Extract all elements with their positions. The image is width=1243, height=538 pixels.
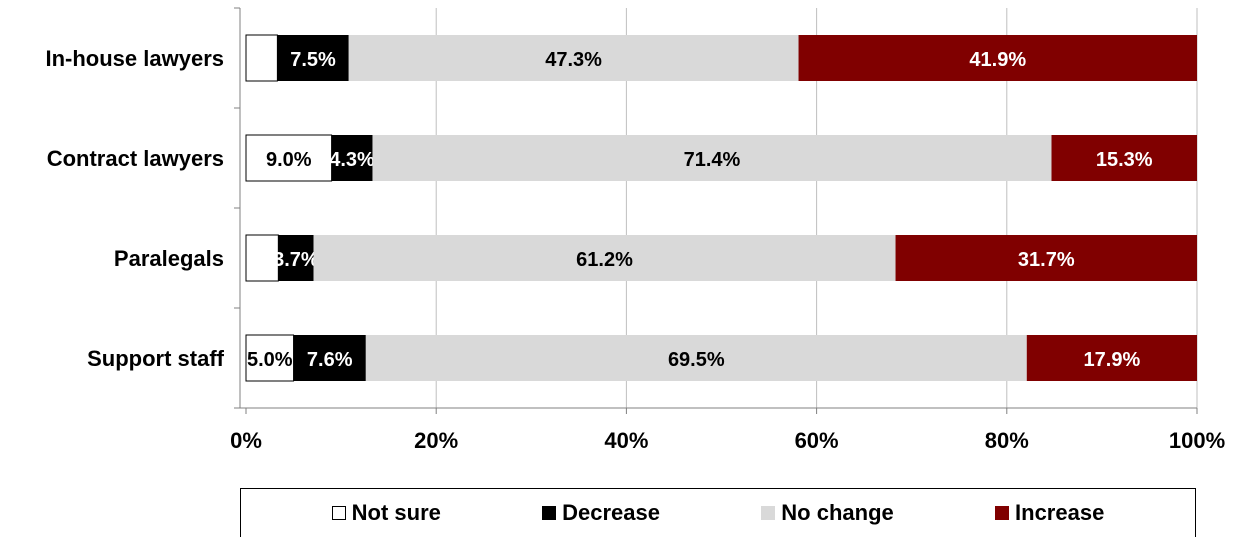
legend-swatch-not-sure <box>331 506 346 520</box>
legend-item-not-sure: Not sure <box>331 500 441 526</box>
bar-no-change-contract-lawyers <box>372 135 1052 181</box>
bar-increase-contract-lawyers <box>1051 135 1197 181</box>
data-label-increase-contract-lawyers: 15.3% <box>1096 149 1153 171</box>
data-label-increase-in-house-lawyers: 41.9% <box>969 49 1026 71</box>
bar-decrease-paralegals <box>278 235 314 281</box>
data-label-decrease-paralegals: 3.7% <box>273 249 319 271</box>
stacked-bar-chart: 0% 20% 40% 60% 80% 100% In-house lawyers 7.5% 47… <box>45 7 1225 453</box>
data-label-increase-support-staff: 17.9% <box>1084 349 1141 371</box>
legend: Not sure Decrease No change Increase <box>240 488 1196 537</box>
data-label-no-change-contract-lawyers: 71.4% <box>684 149 741 171</box>
legend-swatch-increase <box>995 506 1010 520</box>
legend-swatch-no-change <box>761 506 776 520</box>
bar-decrease-contract-lawyers <box>331 135 373 181</box>
legend-label-no-change: No change <box>781 500 894 525</box>
category-label-contract-lawyers: Contract lawyers <box>47 146 224 171</box>
bar-no-change-in-house-lawyers <box>348 35 799 81</box>
bar-increase-paralegals <box>895 235 1197 281</box>
bar-increase-in-house-lawyers <box>798 35 1197 81</box>
x-tick-label: 40% <box>604 428 648 453</box>
data-label-decrease-support-staff: 7.6% <box>307 349 353 371</box>
legend-label-not-sure: Not sure <box>351 500 441 525</box>
data-label-decrease-contract-lawyers: 4.3% <box>329 149 375 171</box>
x-tick-label: 80% <box>985 428 1029 453</box>
legend-label-decrease: Decrease <box>562 500 661 525</box>
data-label-no-change-in-house-lawyers: 47.3% <box>545 49 602 71</box>
legend-item-no-change: No change <box>761 500 894 526</box>
legend-item-increase: Increase <box>995 500 1104 526</box>
x-tick-label: 100% <box>1169 428 1225 453</box>
category-label-support-staff: Support staff <box>87 346 225 371</box>
bar-increase-support-staff <box>1026 335 1197 381</box>
data-label-decrease-in-house-lawyers: 7.5% <box>290 49 336 71</box>
x-tick-label: 0% <box>230 428 262 453</box>
bar-no-change-support-staff <box>365 335 1027 381</box>
bar-decrease-support-staff <box>293 335 366 381</box>
category-label-in-house-lawyers: In-house lawyers <box>45 46 224 71</box>
bar-no-change-paralegals <box>313 235 896 281</box>
category-label-paralegals: Paralegals <box>114 246 224 271</box>
data-label-not-sure-support-staff: 5.0% <box>247 349 293 371</box>
bar-decrease-in-house-lawyers <box>277 35 349 81</box>
x-tick-label: 60% <box>795 428 839 453</box>
data-label-no-change-support-staff: 69.5% <box>668 349 725 371</box>
bar-not-sure-paralegals <box>245 234 279 282</box>
x-tick-label: 20% <box>414 428 458 453</box>
legend-swatch-decrease <box>542 506 557 520</box>
bar-not-sure-in-house-lawyers <box>245 34 278 82</box>
legend-item-decrease: Decrease <box>542 500 660 526</box>
legend-label-increase: Increase <box>1015 500 1105 525</box>
data-label-not-sure-contract-lawyers: 9.0% <box>266 149 312 171</box>
data-label-increase-paralegals: 31.7% <box>1018 249 1075 271</box>
bar-not-sure-support-staff <box>245 334 295 382</box>
data-label-no-change-paralegals: 61.2% <box>576 249 633 271</box>
